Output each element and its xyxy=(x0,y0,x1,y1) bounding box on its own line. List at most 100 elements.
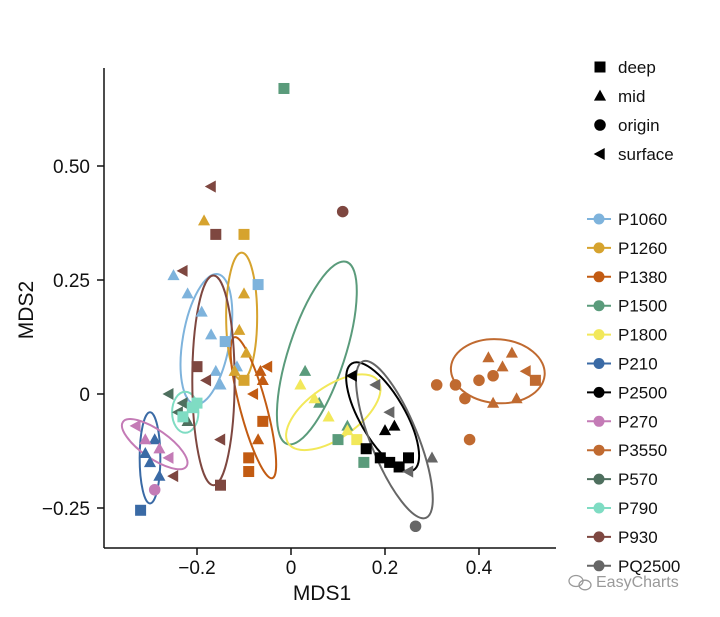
point-p210-square xyxy=(135,504,147,516)
legend-mid-icon xyxy=(593,89,607,101)
legend-p1060-label: P1060 xyxy=(618,210,667,229)
legend-p270-dot xyxy=(593,415,605,427)
ellipse-p2500 xyxy=(345,361,421,473)
ellipse-p1380 xyxy=(229,336,278,480)
point-p2500-triangle xyxy=(388,419,401,431)
legend-p790-dot xyxy=(593,502,605,514)
legend-p1260-label: P1260 xyxy=(618,239,667,258)
legend-p1800-dot xyxy=(593,329,605,341)
point-p1800-square xyxy=(351,434,363,446)
point-p3550-circle xyxy=(430,379,443,391)
point-p210-triangle xyxy=(139,446,152,458)
legend-deep-label: deep xyxy=(618,58,656,77)
point-pq2500-left-triangle xyxy=(383,406,395,419)
legend-p3550-dot xyxy=(593,444,605,456)
legend-p1500-label: P1500 xyxy=(618,297,667,316)
point-p1800-triangle xyxy=(341,424,354,436)
point-p1060-triangle xyxy=(167,269,180,281)
point-p1800-triangle xyxy=(308,392,321,404)
point-p1500-square xyxy=(358,456,370,468)
point-p1380-triangle xyxy=(256,373,269,385)
legend-mid-label: mid xyxy=(618,87,645,106)
legend-p570-dot xyxy=(593,473,605,485)
point-p930-left-triangle xyxy=(204,180,216,193)
point-p930-left-triangle xyxy=(167,470,179,483)
points-layer xyxy=(129,82,541,533)
point-p790-square xyxy=(191,397,203,409)
point-p1260-triangle xyxy=(233,323,246,335)
point-p2500-square xyxy=(374,452,386,464)
point-p2500-square xyxy=(393,461,405,473)
point-p270-triangle xyxy=(153,442,166,454)
watermark: EasyCharts xyxy=(568,574,679,591)
legend-p1500-dot xyxy=(593,300,605,312)
legend-p930-label: P930 xyxy=(618,528,658,547)
point-pq2500-left-triangle xyxy=(369,378,381,391)
legend-p1380-dot xyxy=(593,271,605,283)
point-p930-square xyxy=(215,479,226,491)
legend-pq2500-dot xyxy=(593,560,605,572)
point-p270-triangle xyxy=(139,433,152,445)
legend-p930-dot xyxy=(593,531,605,543)
legend-p2500-label: P2500 xyxy=(618,383,667,402)
shape-legend: deep mid origin surface xyxy=(593,58,674,164)
point-p1800-triangle xyxy=(322,410,335,422)
point-p3550-triangle xyxy=(505,346,518,358)
point-p1060-triangle xyxy=(195,305,208,317)
legend-p1060-dot xyxy=(593,213,605,225)
point-p1500-square xyxy=(332,434,344,446)
legend-p1260-dot xyxy=(593,242,605,254)
ellipse-p930 xyxy=(191,274,236,487)
wechat-icon xyxy=(568,574,592,591)
point-p1060-triangle xyxy=(209,364,222,376)
legend-surface-label: surface xyxy=(618,145,674,164)
legend-p570-label: P570 xyxy=(618,470,658,489)
y-tick-label: 0.25 xyxy=(53,271,90,292)
point-p3550-triangle xyxy=(487,396,500,408)
y-tick-label: −0.25 xyxy=(42,499,90,520)
ellipses-layer xyxy=(120,251,546,520)
point-p1260-triangle xyxy=(237,287,251,299)
x-tick-label: 0.2 xyxy=(372,558,398,579)
ellipse-p1800 xyxy=(285,373,382,452)
point-p2500-square xyxy=(384,456,396,468)
point-p1060-square xyxy=(252,279,264,291)
y-tick-label: 0 xyxy=(79,385,90,406)
point-p1060-triangle xyxy=(205,328,218,340)
legend-origin-icon xyxy=(594,119,606,131)
ellipse-pq2500 xyxy=(355,359,434,520)
point-pq2500-circle xyxy=(409,520,422,533)
point-p3550-left-triangle xyxy=(519,365,531,378)
point-pq2500-left-triangle xyxy=(402,465,414,478)
point-p1260-triangle xyxy=(240,346,253,358)
legend-p210-dot xyxy=(593,358,605,369)
point-p3550-circle xyxy=(487,369,499,382)
point-pq2500-triangle xyxy=(425,451,439,463)
point-p2500-square xyxy=(360,443,372,455)
point-p2500-triangle xyxy=(378,424,392,436)
point-p2500-square xyxy=(403,452,414,464)
point-p570-left-triangle xyxy=(176,397,188,410)
x-axis-title: MDS1 xyxy=(293,582,351,605)
legend-pq2500-label: PQ2500 xyxy=(618,557,680,576)
point-p1500-square xyxy=(278,82,290,94)
point-p3550-triangle xyxy=(510,392,523,404)
point-p790-square xyxy=(177,411,189,423)
point-p270-left-triangle xyxy=(129,419,141,432)
x-tick-label: −0.2 xyxy=(178,558,216,579)
point-p930-left-triangle xyxy=(200,374,212,387)
point-p930-square xyxy=(191,361,203,373)
point-p210-triangle xyxy=(143,456,157,468)
ticks: −0.2 0 0.2 0.4 −0.25 0 0.25 0.50 xyxy=(42,157,493,579)
point-p1380-square xyxy=(257,415,269,427)
point-p930-left-triangle xyxy=(176,264,188,277)
point-p1380-triangle xyxy=(254,364,267,376)
point-p1500-triangle xyxy=(299,364,312,376)
point-p1800-triangle xyxy=(294,378,307,390)
legend-deep-icon xyxy=(594,61,606,73)
legend-surface-icon xyxy=(593,147,605,161)
point-p3550-triangle xyxy=(496,360,509,372)
point-p1060-square xyxy=(219,336,231,348)
point-p210-triangle xyxy=(153,469,166,481)
